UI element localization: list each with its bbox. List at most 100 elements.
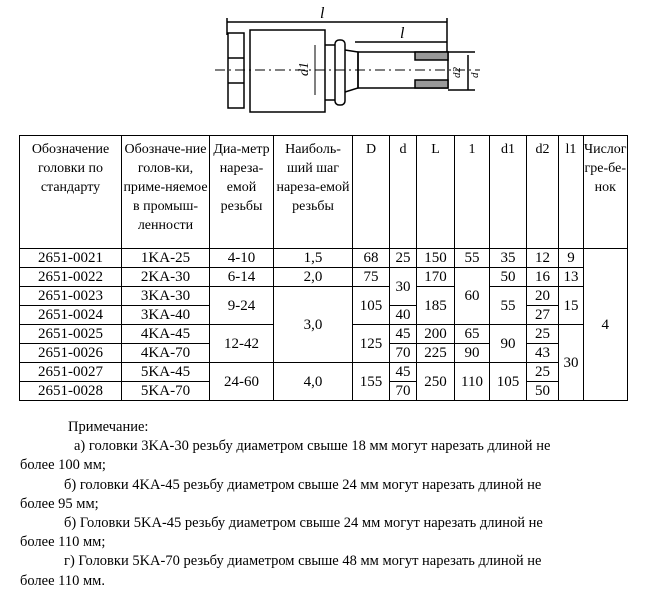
header-D: D bbox=[352, 135, 390, 249]
note-g-cont: более 110 мм. bbox=[20, 572, 105, 589]
cell: 35 bbox=[489, 248, 527, 268]
cell: 155 bbox=[352, 362, 390, 401]
cell: 4 bbox=[583, 248, 628, 401]
cell: 2651-0024 bbox=[19, 305, 122, 325]
label-d1: d1 bbox=[297, 62, 312, 76]
cell: 200 bbox=[416, 324, 455, 344]
cell: 70 bbox=[389, 343, 417, 363]
cell: 2KA-30 bbox=[121, 267, 210, 287]
table-row: 2651-0024 3KA-40 40 27 bbox=[19, 305, 628, 325]
heads-table: Обозначение головки по стандарту Обознач… bbox=[19, 135, 628, 401]
note-a: а) головки 3KA-30 резьбу диаметром свыше… bbox=[74, 438, 551, 455]
notes-title: Примечание: bbox=[68, 419, 149, 435]
cell: 50 bbox=[526, 381, 559, 401]
cell: 20 bbox=[526, 286, 559, 306]
label-l: l bbox=[400, 25, 405, 42]
cell: 2651-0026 bbox=[19, 343, 122, 363]
cell: 125 bbox=[352, 324, 390, 363]
cell: 250 bbox=[416, 362, 455, 401]
cell: 2,0 bbox=[273, 267, 353, 287]
cell: 50 bbox=[489, 267, 527, 287]
cell: 40 bbox=[389, 305, 417, 325]
cell: 2651-0023 bbox=[19, 286, 122, 306]
cell: 2651-0027 bbox=[19, 362, 122, 382]
cell: 24-60 bbox=[209, 362, 274, 401]
note-g: г) Головки 5KA-70 резьбу диаметром свыше… bbox=[64, 553, 542, 570]
header-l1: l1 bbox=[558, 135, 584, 249]
table-row: 2651-0026 4KA-70 70 225 90 43 bbox=[19, 343, 628, 363]
cell: 1KA-25 bbox=[121, 248, 210, 268]
header-d: d bbox=[389, 135, 417, 249]
cell: 16 bbox=[526, 267, 559, 287]
table-row: 2651-0027 5KA-45 24-60 4,0 155 45 250 110 10… bbox=[19, 362, 628, 401]
cell: 25 bbox=[526, 324, 559, 344]
cell: 68 bbox=[352, 248, 390, 268]
table-row: 2651-0023 3KA-30 9-24 3,0 105 185 55 20 15 bbox=[19, 286, 628, 363]
cell: 55 bbox=[454, 248, 490, 268]
label-d: d bbox=[469, 72, 481, 78]
cell: 25 bbox=[389, 248, 417, 268]
header-l: 1 bbox=[454, 135, 490, 249]
cell: 170 bbox=[416, 267, 455, 287]
cell: 15 bbox=[558, 286, 584, 325]
cell: 225 bbox=[416, 343, 455, 363]
cell: 2651-0025 bbox=[19, 324, 122, 344]
cell: 9 bbox=[558, 248, 584, 268]
header-d2: d2 bbox=[526, 135, 559, 249]
cell: 65 bbox=[454, 324, 490, 344]
cell: 13 bbox=[558, 267, 584, 287]
cell: 3,0 bbox=[273, 286, 353, 363]
note-c: б) Головки 5KA-45 резьбу диаметром свыше… bbox=[64, 515, 543, 532]
cell: 55 bbox=[489, 286, 527, 325]
cell: 185 bbox=[416, 286, 455, 325]
cell: 45 bbox=[389, 362, 417, 382]
cell: 45 bbox=[389, 324, 417, 344]
note-a-cont: более 100 мм; bbox=[20, 457, 106, 474]
cell: 4-10 bbox=[209, 248, 274, 268]
label-L: l bbox=[320, 5, 325, 22]
cell: 27 bbox=[526, 305, 559, 325]
cell: 12 bbox=[526, 248, 559, 268]
cell: 75 bbox=[352, 267, 390, 287]
header-diam: Диа-метр нареза-емой резьбы bbox=[209, 135, 274, 249]
cell: 1,5 bbox=[273, 248, 353, 268]
note-b-cont: более 95 мм; bbox=[20, 495, 99, 512]
cell: 4,0 bbox=[273, 362, 353, 401]
cell: 150 bbox=[416, 248, 455, 268]
tool-head-drawing: l l d1 d2 d bbox=[215, 5, 481, 113]
header-std: Обозначение головки по стандарту bbox=[19, 135, 122, 249]
cell: 12-42 bbox=[209, 324, 274, 363]
cell: 60 bbox=[454, 267, 490, 325]
cell: 90 bbox=[454, 343, 490, 363]
header-pitch: Наиболь-ший шаг нареза-емой резьбы bbox=[273, 135, 353, 249]
header-combs: Числог гре-бе-нок bbox=[583, 135, 628, 249]
header-ind: Обозначе-ние голов-ки, приме-няемое в пр… bbox=[121, 135, 210, 249]
cell: 6-14 bbox=[209, 267, 274, 287]
cell: 30 bbox=[389, 267, 417, 306]
cell: 43 bbox=[526, 343, 559, 363]
cell: 105 bbox=[352, 286, 390, 325]
cell: 30 bbox=[558, 324, 584, 401]
cell: 90 bbox=[489, 324, 527, 363]
cell: 110 bbox=[454, 362, 490, 401]
table-row: 2651-0022 2KA-30 6-14 2,0 75 30 170 60 50 16 … bbox=[19, 267, 628, 325]
cell: 3KA-30 bbox=[121, 286, 210, 306]
cell: 3KA-40 bbox=[121, 305, 210, 325]
cell: 5KA-70 bbox=[121, 381, 210, 401]
cell: 2651-0021 bbox=[19, 248, 122, 268]
table-row: 2651-0025 4KA-45 12-42 125 45 200 65 90 25 3… bbox=[19, 324, 628, 401]
notes: Примечание: а) головки 3KA-30 резьбу диа… bbox=[20, 418, 630, 591]
note-c-cont: более 110 мм; bbox=[20, 534, 106, 551]
cell: 105 bbox=[489, 362, 527, 401]
cell: 25 bbox=[526, 362, 559, 382]
table-row: 2651-0028 5KA-70 70 50 bbox=[19, 381, 628, 401]
cell: 9-24 bbox=[209, 286, 274, 325]
label-d2: d2 bbox=[451, 67, 463, 79]
cell: 5KA-45 bbox=[121, 362, 210, 382]
note-b: б) головки 4KA-45 резьбу диаметром свыше… bbox=[64, 476, 542, 493]
header-d1: d1 bbox=[489, 135, 527, 249]
cell: 4KA-70 bbox=[121, 343, 210, 363]
cell: 4KA-45 bbox=[121, 324, 210, 344]
cell: 2651-0028 bbox=[19, 381, 122, 401]
cell: 2651-0022 bbox=[19, 267, 122, 287]
